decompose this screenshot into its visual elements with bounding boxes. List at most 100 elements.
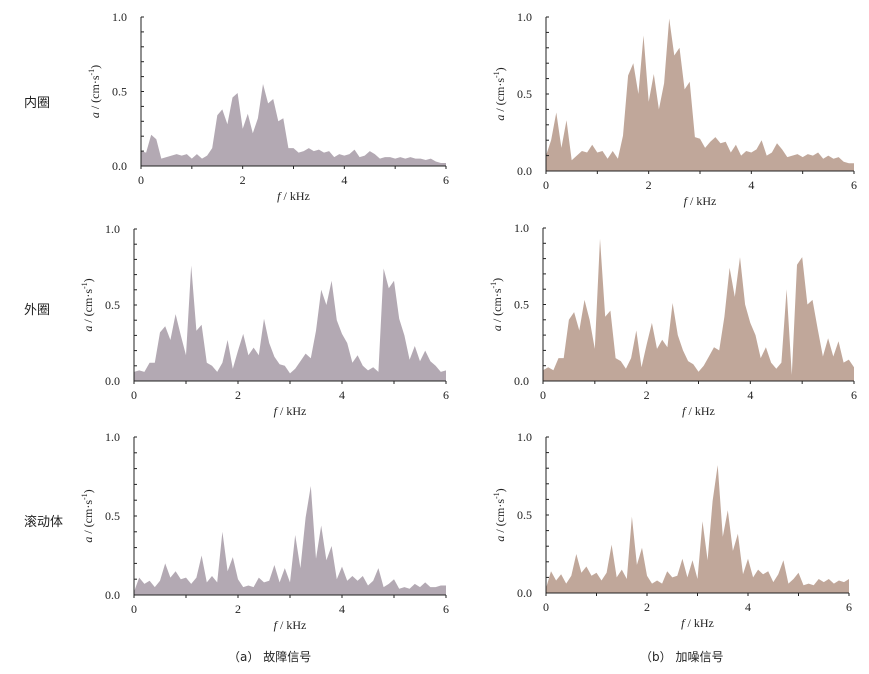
y-axis-label-close: ) xyxy=(490,278,504,282)
y-tick-label: 1.0 xyxy=(112,10,127,24)
y-axis-label-exponent: -1 xyxy=(87,69,96,76)
y-axis-label-close: ) xyxy=(493,488,507,492)
x-tick-label: 6 xyxy=(851,388,857,402)
y-tick-label: 0.0 xyxy=(105,588,120,602)
x-axis-label-unit: / kHz xyxy=(277,618,306,632)
chart-outer-noisy: 0.0 0.5 1.0 0 2 4 6 f / kHz a / (cm·s-1) xyxy=(489,221,857,418)
y-axis-label: a / (cm·s-1) xyxy=(87,65,102,118)
area-series xyxy=(141,84,446,166)
x-axis-label-unit: / kHz xyxy=(277,404,306,418)
y-tick-label: 0.5 xyxy=(517,508,532,522)
y-axis-label-unit: / (cm·s xyxy=(493,78,507,115)
area-series xyxy=(134,486,446,595)
caption-a-text: 故障信号 xyxy=(263,650,312,664)
caption-b-tag: （b） xyxy=(640,650,672,664)
x-axis-label-unit: / kHz xyxy=(687,194,716,208)
y-tick-label: 0.5 xyxy=(517,87,532,101)
y-tick-label: 0.5 xyxy=(105,509,120,523)
y-axis-label-var: a xyxy=(493,536,507,542)
x-tick-label: 2 xyxy=(644,388,650,402)
y-tick-label: 1.0 xyxy=(517,430,532,444)
y-axis-label-close: ) xyxy=(81,278,95,282)
caption-b-text: 加噪信号 xyxy=(675,650,724,664)
y-axis-label-exponent: -1 xyxy=(80,282,89,289)
x-axis-label: f / kHz xyxy=(682,404,715,418)
area-series xyxy=(546,465,849,593)
x-axis-label-var: f xyxy=(684,194,689,208)
x-tick-label: 6 xyxy=(443,173,449,187)
x-axis-label-var: f xyxy=(682,404,687,418)
x-axis-label-var: f xyxy=(274,404,279,418)
y-tick-label: 0.5 xyxy=(112,85,127,99)
x-axis-label-var: f xyxy=(681,616,686,630)
y-axis-label-exponent: -1 xyxy=(489,282,498,289)
y-axis-label-exponent: -1 xyxy=(80,493,89,500)
row-label-rolling-element: 滚动体 xyxy=(24,515,64,530)
y-axis-label: a / (cm·s-1) xyxy=(492,488,507,541)
y-tick-label: 0.0 xyxy=(514,374,529,388)
y-axis-label-unit: / (cm·s xyxy=(493,499,507,536)
x-tick-label: 2 xyxy=(240,173,246,187)
y-axis-label-exponent: -1 xyxy=(492,71,501,78)
x-tick-label: 4 xyxy=(747,388,753,402)
x-tick-label: 0 xyxy=(543,600,549,614)
area-series xyxy=(134,265,446,381)
x-tick-label: 2 xyxy=(235,388,241,402)
x-axis-label-var: f xyxy=(277,189,282,203)
caption-a: （a） 故障信号 xyxy=(228,648,311,665)
x-tick-label: 4 xyxy=(748,178,754,192)
chart-rolling-fault: 0.0 0.5 1.0 0 2 4 6 f / kHz a / (cm·s-1) xyxy=(80,430,449,632)
chart-rolling-noisy: 0.0 0.5 1.0 0 2 4 6 f / kHz a / (cm·s-1) xyxy=(492,430,852,630)
x-tick-label: 6 xyxy=(846,600,852,614)
x-tick-label: 4 xyxy=(341,173,347,187)
row-label-inner-race: 内圈 xyxy=(24,96,51,111)
y-axis-label-close: ) xyxy=(88,65,102,69)
y-tick-label: 0.0 xyxy=(517,164,532,178)
y-tick-label: 1.0 xyxy=(517,10,532,24)
chart-inner-fault: 0.0 0.5 1.0 0 2 4 6 f / kHz a / (cm·s-1) xyxy=(87,10,449,203)
y-axis-label: a / (cm·s-1) xyxy=(80,489,95,542)
x-tick-label: 0 xyxy=(131,602,137,616)
area-series xyxy=(546,18,854,171)
chart-inner-noisy: 0.0 0.5 1.0 0 2 4 6 f / kHz a / (cm·s-1) xyxy=(492,10,857,208)
x-tick-label: 0 xyxy=(543,178,549,192)
x-axis-label-unit: / kHz xyxy=(281,189,310,203)
row-label-outer-race: 外圈 xyxy=(24,303,51,318)
y-tick-label: 0.0 xyxy=(105,374,120,388)
y-axis-label-unit: / (cm·s xyxy=(81,289,95,326)
y-axis-label-var: a xyxy=(81,537,95,543)
x-tick-label: 4 xyxy=(339,602,345,616)
x-axis-label-unit: / kHz xyxy=(686,404,715,418)
x-tick-label: 4 xyxy=(745,600,751,614)
x-axis-label: f / kHz xyxy=(274,618,307,632)
y-tick-label: 1.0 xyxy=(105,430,120,444)
y-axis-label-var: a xyxy=(493,115,507,121)
y-axis-label-var: a xyxy=(490,325,504,331)
y-axis-label: a / (cm·s-1) xyxy=(80,278,95,331)
x-axis-label: f / kHz xyxy=(681,616,714,630)
x-axis-label: f / kHz xyxy=(277,189,310,203)
y-tick-label: 0.5 xyxy=(105,298,120,312)
x-tick-label: 6 xyxy=(443,388,449,402)
y-tick-label: 1.0 xyxy=(105,222,120,236)
chart-outer-fault: 0.0 0.5 1.0 0 2 4 6 f / kHz a / (cm·s-1) xyxy=(80,222,449,418)
y-axis-label: a / (cm·s-1) xyxy=(492,67,507,120)
x-tick-label: 0 xyxy=(540,388,546,402)
y-axis-label-exponent: -1 xyxy=(492,492,501,499)
y-axis-label-unit: / (cm·s xyxy=(88,75,102,112)
x-tick-label: 2 xyxy=(646,178,652,192)
y-tick-label: 0.5 xyxy=(514,298,529,312)
y-tick-label: 1.0 xyxy=(514,221,529,235)
y-axis-label-close: ) xyxy=(81,489,95,493)
x-tick-label: 0 xyxy=(131,388,137,402)
y-tick-label: 0.0 xyxy=(517,586,532,600)
caption-b: （b） 加噪信号 xyxy=(640,648,723,665)
x-axis-label-unit: / kHz xyxy=(685,616,714,630)
y-axis-label: a / (cm·s-1) xyxy=(489,278,504,331)
y-tick-label: 0.0 xyxy=(112,159,127,173)
x-tick-label: 2 xyxy=(644,600,650,614)
y-axis-label-unit: / (cm·s xyxy=(490,288,504,325)
x-tick-label: 4 xyxy=(339,388,345,402)
